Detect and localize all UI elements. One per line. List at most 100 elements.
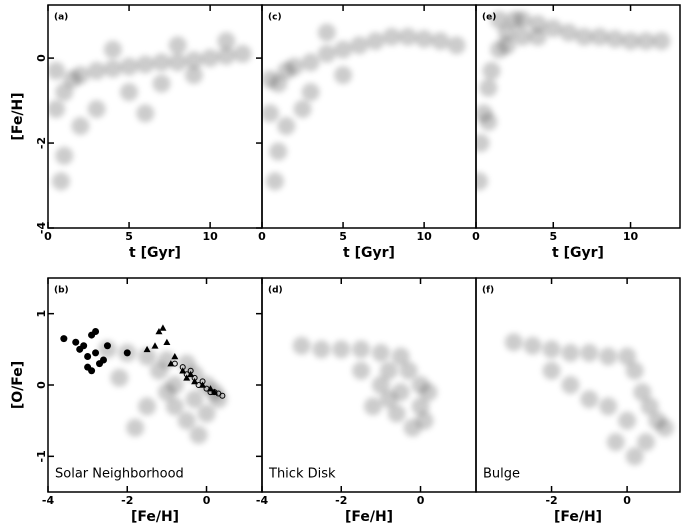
x-tick-label: 0 bbox=[258, 230, 266, 243]
x-tick-label: 10 bbox=[623, 230, 639, 243]
x-tick-label: 10 bbox=[416, 230, 432, 243]
density-point bbox=[138, 397, 157, 416]
density-point bbox=[98, 340, 117, 359]
density-point bbox=[293, 100, 312, 119]
density-point bbox=[233, 44, 252, 63]
density-point bbox=[277, 117, 296, 136]
density-point bbox=[379, 361, 398, 380]
density-point bbox=[87, 100, 106, 119]
x-tick-label: -4 bbox=[42, 494, 55, 507]
x-tick-label: 0 bbox=[623, 494, 631, 507]
panel-label: (a) bbox=[54, 13, 68, 23]
density-point bbox=[201, 49, 220, 68]
panel bbox=[262, 23, 466, 191]
data-point bbox=[99, 356, 107, 364]
density-point bbox=[513, 27, 532, 46]
data-point bbox=[171, 360, 178, 367]
density-point bbox=[152, 53, 171, 72]
density-point bbox=[292, 336, 311, 355]
panel-frame bbox=[47, 277, 263, 493]
density-point bbox=[103, 59, 122, 78]
data-point bbox=[84, 363, 92, 371]
panel-label: (c) bbox=[268, 13, 282, 23]
panel-label: (f) bbox=[482, 286, 494, 296]
density-point bbox=[312, 340, 331, 359]
data-point bbox=[60, 335, 68, 343]
density-point bbox=[561, 343, 580, 362]
density-point bbox=[476, 172, 489, 191]
density-point bbox=[87, 61, 106, 80]
density-point bbox=[334, 66, 353, 85]
density-point bbox=[197, 404, 216, 423]
density-point bbox=[189, 425, 208, 444]
y-tick-label: 0 bbox=[35, 54, 48, 62]
density-point bbox=[269, 142, 288, 161]
density-point bbox=[606, 29, 625, 48]
density-point bbox=[371, 376, 390, 394]
density-point bbox=[590, 27, 609, 46]
density-point bbox=[431, 32, 450, 51]
x-tick-label: 10 bbox=[202, 230, 218, 243]
y-tick-label: -1 bbox=[35, 450, 48, 462]
density-point bbox=[262, 70, 280, 89]
data-point bbox=[171, 352, 179, 360]
panel bbox=[476, 10, 671, 191]
density-point bbox=[575, 27, 594, 46]
density-point bbox=[580, 390, 599, 409]
x-axis-label: t [Gyr] bbox=[129, 245, 181, 261]
density-point bbox=[476, 134, 490, 153]
density-point bbox=[655, 418, 674, 437]
data-point bbox=[80, 342, 88, 350]
x-tick-label: 0 bbox=[44, 230, 52, 243]
data-point bbox=[187, 367, 194, 374]
data-point bbox=[199, 378, 206, 385]
density-point bbox=[621, 32, 640, 51]
density-point bbox=[391, 347, 410, 366]
density-point bbox=[580, 343, 599, 362]
density-point bbox=[48, 61, 66, 80]
density-point bbox=[599, 397, 618, 416]
density-point bbox=[120, 57, 139, 76]
data-point bbox=[159, 324, 167, 331]
density-point bbox=[606, 433, 625, 452]
data-point bbox=[195, 382, 202, 388]
x-tick-label: 5 bbox=[549, 230, 557, 243]
density-point bbox=[542, 340, 561, 359]
data-point bbox=[92, 349, 100, 357]
density-point bbox=[625, 361, 644, 380]
density-point bbox=[317, 23, 336, 42]
data-point bbox=[143, 345, 151, 353]
density-point bbox=[419, 383, 438, 402]
density-point bbox=[332, 340, 351, 359]
density-point bbox=[366, 32, 385, 51]
density-point bbox=[415, 411, 434, 430]
data-point bbox=[151, 342, 159, 349]
density-point bbox=[217, 32, 236, 51]
y-tick-label: 1 bbox=[35, 310, 48, 318]
density-point bbox=[184, 66, 203, 85]
x-axis-label: t [Gyr] bbox=[343, 245, 395, 261]
density-point bbox=[504, 333, 523, 352]
data-point bbox=[72, 338, 80, 346]
x-tick-label: 5 bbox=[339, 230, 347, 243]
density-point bbox=[71, 66, 90, 85]
density-point bbox=[618, 411, 637, 430]
density-point bbox=[379, 390, 398, 409]
density-point bbox=[103, 40, 122, 59]
data-point bbox=[191, 374, 198, 381]
density-point bbox=[152, 74, 171, 93]
density-point bbox=[120, 83, 139, 102]
panel-frame bbox=[475, 4, 681, 229]
x-tick-label: -2 bbox=[545, 494, 557, 507]
data-point bbox=[211, 389, 218, 396]
density-point bbox=[185, 390, 204, 409]
data-point bbox=[183, 371, 190, 378]
density-point bbox=[633, 383, 652, 402]
density-point bbox=[149, 361, 168, 380]
density-point bbox=[411, 397, 430, 416]
density-point bbox=[165, 376, 184, 394]
density-point bbox=[301, 83, 320, 102]
density-point bbox=[126, 418, 145, 437]
density-point bbox=[136, 104, 155, 123]
